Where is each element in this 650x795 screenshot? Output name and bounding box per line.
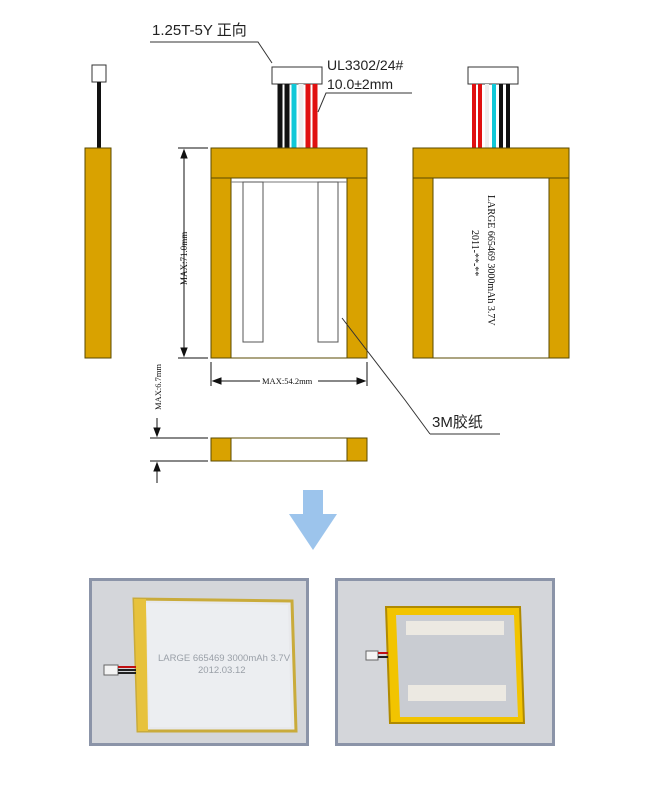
width-dimension [210, 362, 368, 386]
wire-length-label: 10.0±2mm [327, 76, 393, 92]
height-dimension [178, 147, 208, 359]
wire-bundle [277, 84, 318, 148]
wire-callout: UL3302/24# 10.0±2mm [317, 57, 412, 113]
tape-strip-right [317, 181, 339, 343]
width-dim-label: MAX:54.2mm [262, 376, 313, 386]
back-label-line2: 2011-**-** [469, 230, 480, 276]
top-tape [210, 147, 368, 179]
down-arrow-icon [289, 490, 337, 550]
front-photo: LARGE 665469 3000mAh 3.7V 2012.03.12 [89, 578, 309, 746]
thickness-dim-label: MAX:6.7mm [153, 364, 163, 410]
front-photo-label-line1: LARGE 665469 3000mAh 3.7V [158, 653, 291, 664]
connector-label: 1.25T-5Y 正向 [152, 22, 247, 39]
wire-spec-label: UL3302/24# [327, 57, 404, 73]
end-view [210, 437, 368, 462]
connector-callout: 1.25T-5Y 正向 [150, 22, 273, 64]
tape-strip-left [242, 181, 264, 343]
tape-label: 3M胶纸 [432, 414, 483, 431]
back-photo [335, 578, 555, 746]
back-label-line1: LARGE 665469 3000mAh 3.7V [485, 195, 496, 326]
front-view [210, 66, 368, 359]
side-view [84, 64, 112, 359]
connector-housing [271, 66, 323, 85]
back-view: LARGE 665469 3000mAh 3.7V 2011-**-** [412, 66, 570, 359]
front-photo-label-line2: 2012.03.12 [198, 665, 246, 676]
tape-callout: 3M胶纸 [341, 317, 500, 435]
height-dim-label: MAX:71.0mm [179, 232, 189, 285]
thickness-dimension [150, 418, 208, 483]
